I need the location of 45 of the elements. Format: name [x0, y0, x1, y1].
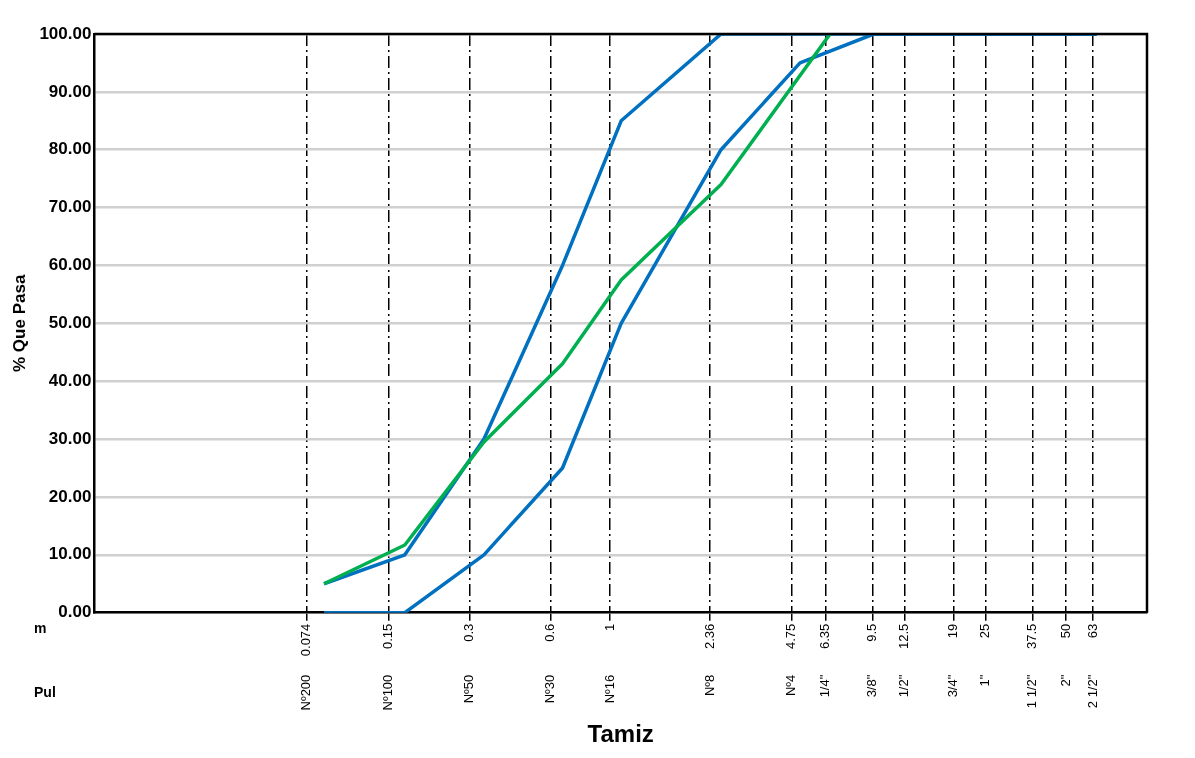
- text: 1 1/2": [1024, 674, 1040, 709]
- text: m: [34, 619, 47, 636]
- x-tick-label: 4.75: [783, 623, 799, 649]
- y-tick-label: 70.00: [48, 197, 92, 217]
- y-tick-label: 20.00: [48, 486, 92, 506]
- text: Nº16: [601, 674, 617, 704]
- x-tick-label: 25: [976, 623, 992, 639]
- x-tick-label: 0.6: [542, 623, 558, 642]
- text: 2": [1057, 674, 1073, 687]
- x-tick-label: 6.35: [817, 623, 833, 649]
- text: Nº30: [542, 674, 558, 704]
- text: Pul: [34, 683, 56, 700]
- x-tick-label: 50: [1057, 623, 1073, 639]
- text: 1/2": [896, 674, 912, 698]
- text: Nº4: [783, 674, 799, 697]
- x-tick-label: 0.15: [380, 623, 396, 649]
- x-tick-label: 0.3: [461, 623, 477, 642]
- text: Nº8: [701, 674, 717, 697]
- x-tick-label: 19: [944, 623, 960, 639]
- text: 1/4": [817, 674, 833, 698]
- y-tick-label: 0.00: [58, 602, 92, 622]
- y-tick-label: 10.00: [48, 544, 92, 564]
- x-tick-label: 1: [601, 623, 617, 631]
- y-tick-label: 100.00: [39, 23, 92, 43]
- y-axis-title: % Que Pasa: [9, 274, 29, 372]
- text: Nº100: [380, 674, 396, 711]
- y-tick-label: 50.00: [48, 313, 92, 333]
- x-tick-label: 0.074: [298, 623, 314, 657]
- y-tick-label: 80.00: [48, 139, 92, 159]
- y-tick-label: 40.00: [48, 370, 92, 390]
- text: 2 1/2": [1084, 674, 1100, 709]
- text: 3/4": [944, 674, 960, 698]
- text: 3/8": [864, 674, 880, 698]
- x-tick-label: 2.36: [701, 623, 717, 649]
- x-tick-label: 12.5: [896, 623, 912, 649]
- x-tick-label: 37.5: [1024, 623, 1040, 649]
- text: 1": [976, 674, 992, 687]
- x-axis-title: Tamiz: [587, 720, 654, 748]
- x-tick-label: 9.5: [864, 623, 880, 642]
- text: Nº50: [461, 674, 477, 704]
- y-tick-label: 60.00: [48, 255, 92, 275]
- y-tick-label: 90.00: [48, 81, 92, 101]
- y-tick-label: 30.00: [48, 428, 92, 448]
- x-tick-label: 63: [1084, 623, 1100, 639]
- text: Nº200: [298, 674, 314, 711]
